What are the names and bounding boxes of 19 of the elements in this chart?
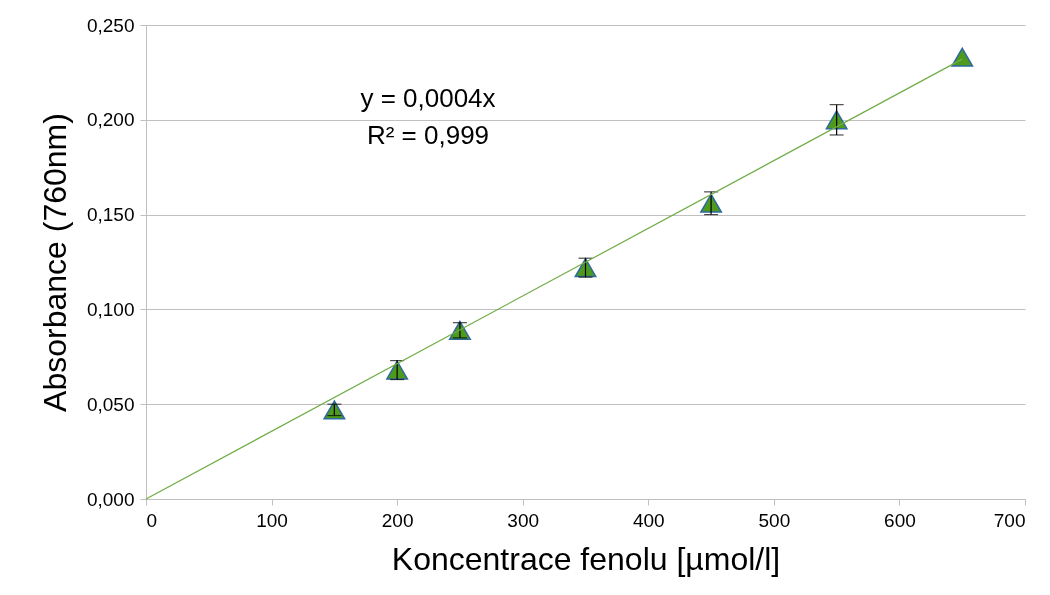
x-tick-label: 0 bbox=[146, 509, 158, 531]
x-tick-label: 100 bbox=[256, 509, 288, 531]
x-tick-label: 300 bbox=[507, 509, 540, 531]
y-tick-label: 0,250 bbox=[86, 14, 135, 36]
y-tick-label: 0,150 bbox=[86, 204, 135, 226]
x-tick-label: 600 bbox=[884, 509, 916, 531]
y-tick-label: 0,000 bbox=[86, 488, 135, 510]
x-tick-label: 500 bbox=[758, 509, 791, 531]
y-tick-label: 0,050 bbox=[86, 393, 135, 415]
x-tick-label: 400 bbox=[632, 509, 665, 531]
y-tick-label: 0,200 bbox=[86, 109, 135, 131]
annotation: R² = 0,999 bbox=[366, 120, 490, 150]
x-tick-label: 200 bbox=[381, 509, 414, 531]
point bbox=[951, 47, 974, 67]
y-tick-label: 0,100 bbox=[86, 298, 135, 320]
x-axis-title: Koncentrace fenolu [µmol/l] bbox=[391, 540, 781, 577]
annotation: y = 0,0004x bbox=[360, 83, 496, 113]
y-axis-title: Absorbance (760nm) bbox=[36, 113, 73, 412]
x-tick-label: 700 bbox=[993, 509, 1026, 531]
